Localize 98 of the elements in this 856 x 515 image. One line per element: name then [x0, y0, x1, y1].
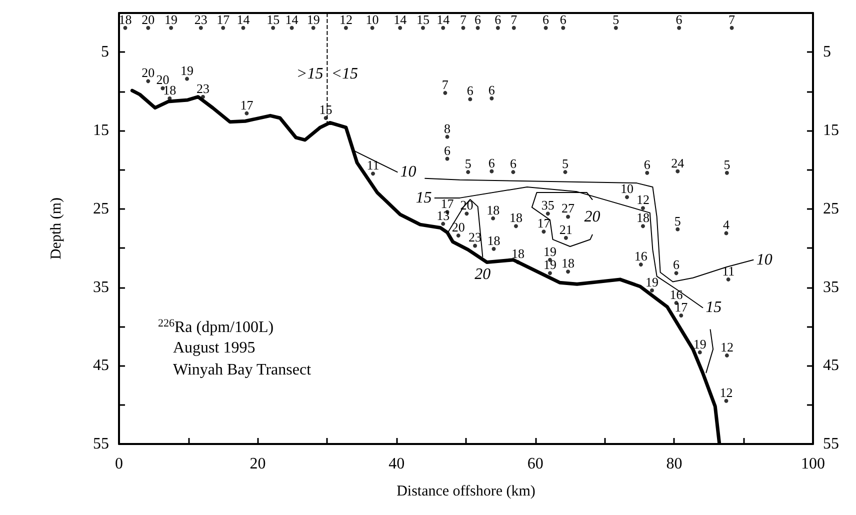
annotation: 35 [541, 198, 554, 213]
y2-tick-label: 35 [823, 278, 839, 296]
annotation: 19 [693, 336, 706, 352]
annotation: 17 [240, 97, 254, 112]
annotation: 20 [584, 208, 600, 226]
annotation: 6 [474, 12, 482, 27]
annotation: 6 [560, 12, 567, 27]
annotation: 14 [436, 12, 450, 27]
annotation: 27 [562, 200, 576, 216]
annotation: 11 [722, 263, 735, 278]
annotation: 18 [636, 210, 650, 226]
annotation: 11 [366, 158, 380, 173]
annotation: 7 [460, 12, 467, 27]
annotation: 4 [723, 217, 730, 232]
annotation: 21 [559, 222, 572, 237]
x-axis-title: Distance offshore (km) [396, 484, 536, 500]
annotation: 19 [645, 274, 658, 290]
annotation: <15 [331, 66, 358, 83]
annotation: 18 [509, 210, 522, 226]
annotation: 15 [266, 12, 280, 27]
annotation: 6 [444, 142, 452, 158]
y2-tick-label: 5 [823, 44, 831, 61]
annotation: 20 [142, 12, 155, 27]
annotation: 10 [400, 164, 416, 181]
y2-tick-label: 25 [823, 200, 839, 218]
x-tick-label: 40 [388, 456, 405, 472]
x-tick-label: 100 [801, 456, 825, 472]
annotation: 16 [670, 286, 684, 302]
annotation: 20 [142, 65, 155, 80]
annotation: 18 [486, 202, 500, 218]
annotation: 15 [416, 189, 432, 206]
annotation: 10 [366, 12, 379, 27]
annotation: 6 [542, 12, 550, 27]
annotation: 7 [728, 12, 736, 27]
annotation: 18 [118, 12, 132, 27]
annotation: 14 [236, 12, 250, 27]
annotation: 19 [543, 244, 556, 259]
annotation: 12 [720, 384, 733, 400]
annotation: 10 [620, 181, 634, 196]
annotation: 5 [674, 213, 681, 228]
annotation: 5 [562, 156, 568, 172]
annotation: 12 [636, 192, 650, 208]
annotation: 18 [512, 246, 525, 262]
y-tick-label: 25 [93, 200, 109, 218]
annotation: 15 [319, 102, 332, 118]
annotation: 19 [180, 62, 194, 78]
annotation: 16 [634, 248, 648, 264]
y-tick-label: 45 [93, 357, 109, 374]
x-tick-label: 60 [527, 456, 544, 472]
annotation: 6 [510, 156, 517, 172]
annotation: 23 [194, 12, 208, 27]
annotation: August 1995 [173, 340, 256, 356]
annotation: 15 [706, 299, 722, 316]
y-axis-title: Depth (m) [48, 197, 64, 260]
annotation: 6 [494, 12, 502, 27]
annotation: 20 [156, 72, 170, 88]
annotation: 23 [196, 80, 210, 96]
annotation: 19 [543, 257, 556, 272]
y-tick-label: 15 [93, 122, 109, 140]
y2-tick-label: 55 [823, 436, 839, 452]
y2-tick-label: 15 [823, 122, 839, 140]
annotation: 6 [644, 156, 651, 172]
annotation: 20 [474, 266, 491, 284]
annotation: 6 [488, 82, 496, 98]
annotation: >15 [296, 66, 324, 83]
annotation: 5 [464, 156, 472, 172]
annotation: 19 [164, 12, 178, 27]
annotation: 10 [756, 251, 772, 268]
annotation: 15 [416, 12, 430, 27]
annotation: 5 [724, 156, 730, 172]
annotation: 17 [674, 299, 688, 314]
y2-tick-label: 45 [823, 357, 839, 374]
annotation: 12 [720, 339, 734, 354]
annotation: 7 [510, 12, 518, 27]
annotation: 6 [488, 155, 496, 170]
x-tick-label: 80 [666, 456, 682, 472]
annotation: 7 [442, 76, 449, 92]
annotation: 12 [339, 12, 352, 27]
annotation: 5 [612, 12, 620, 27]
annotation: 20 [452, 220, 465, 235]
annotation: 24 [671, 155, 685, 170]
annotation: 14 [285, 12, 299, 27]
annotation: 8 [444, 120, 451, 136]
annotation: 6 [466, 83, 474, 98]
annotation: 18 [487, 232, 500, 248]
x-tick-label: 20 [250, 456, 266, 472]
annotation: 19 [306, 12, 320, 27]
x-tick-label: 0 [115, 456, 123, 472]
annotation: 18 [562, 256, 575, 271]
annotation: 6 [676, 12, 683, 27]
annotation: 17 [216, 12, 230, 27]
annotation: Winyah Bay Transect [173, 362, 312, 378]
y-tick-label: 35 [93, 278, 109, 296]
y-tick-label: 5 [101, 44, 109, 61]
annotation: 14 [394, 12, 408, 27]
annotation: 17 [537, 216, 551, 231]
y-tick-label: 55 [93, 436, 109, 452]
annotation: 6 [673, 257, 680, 272]
